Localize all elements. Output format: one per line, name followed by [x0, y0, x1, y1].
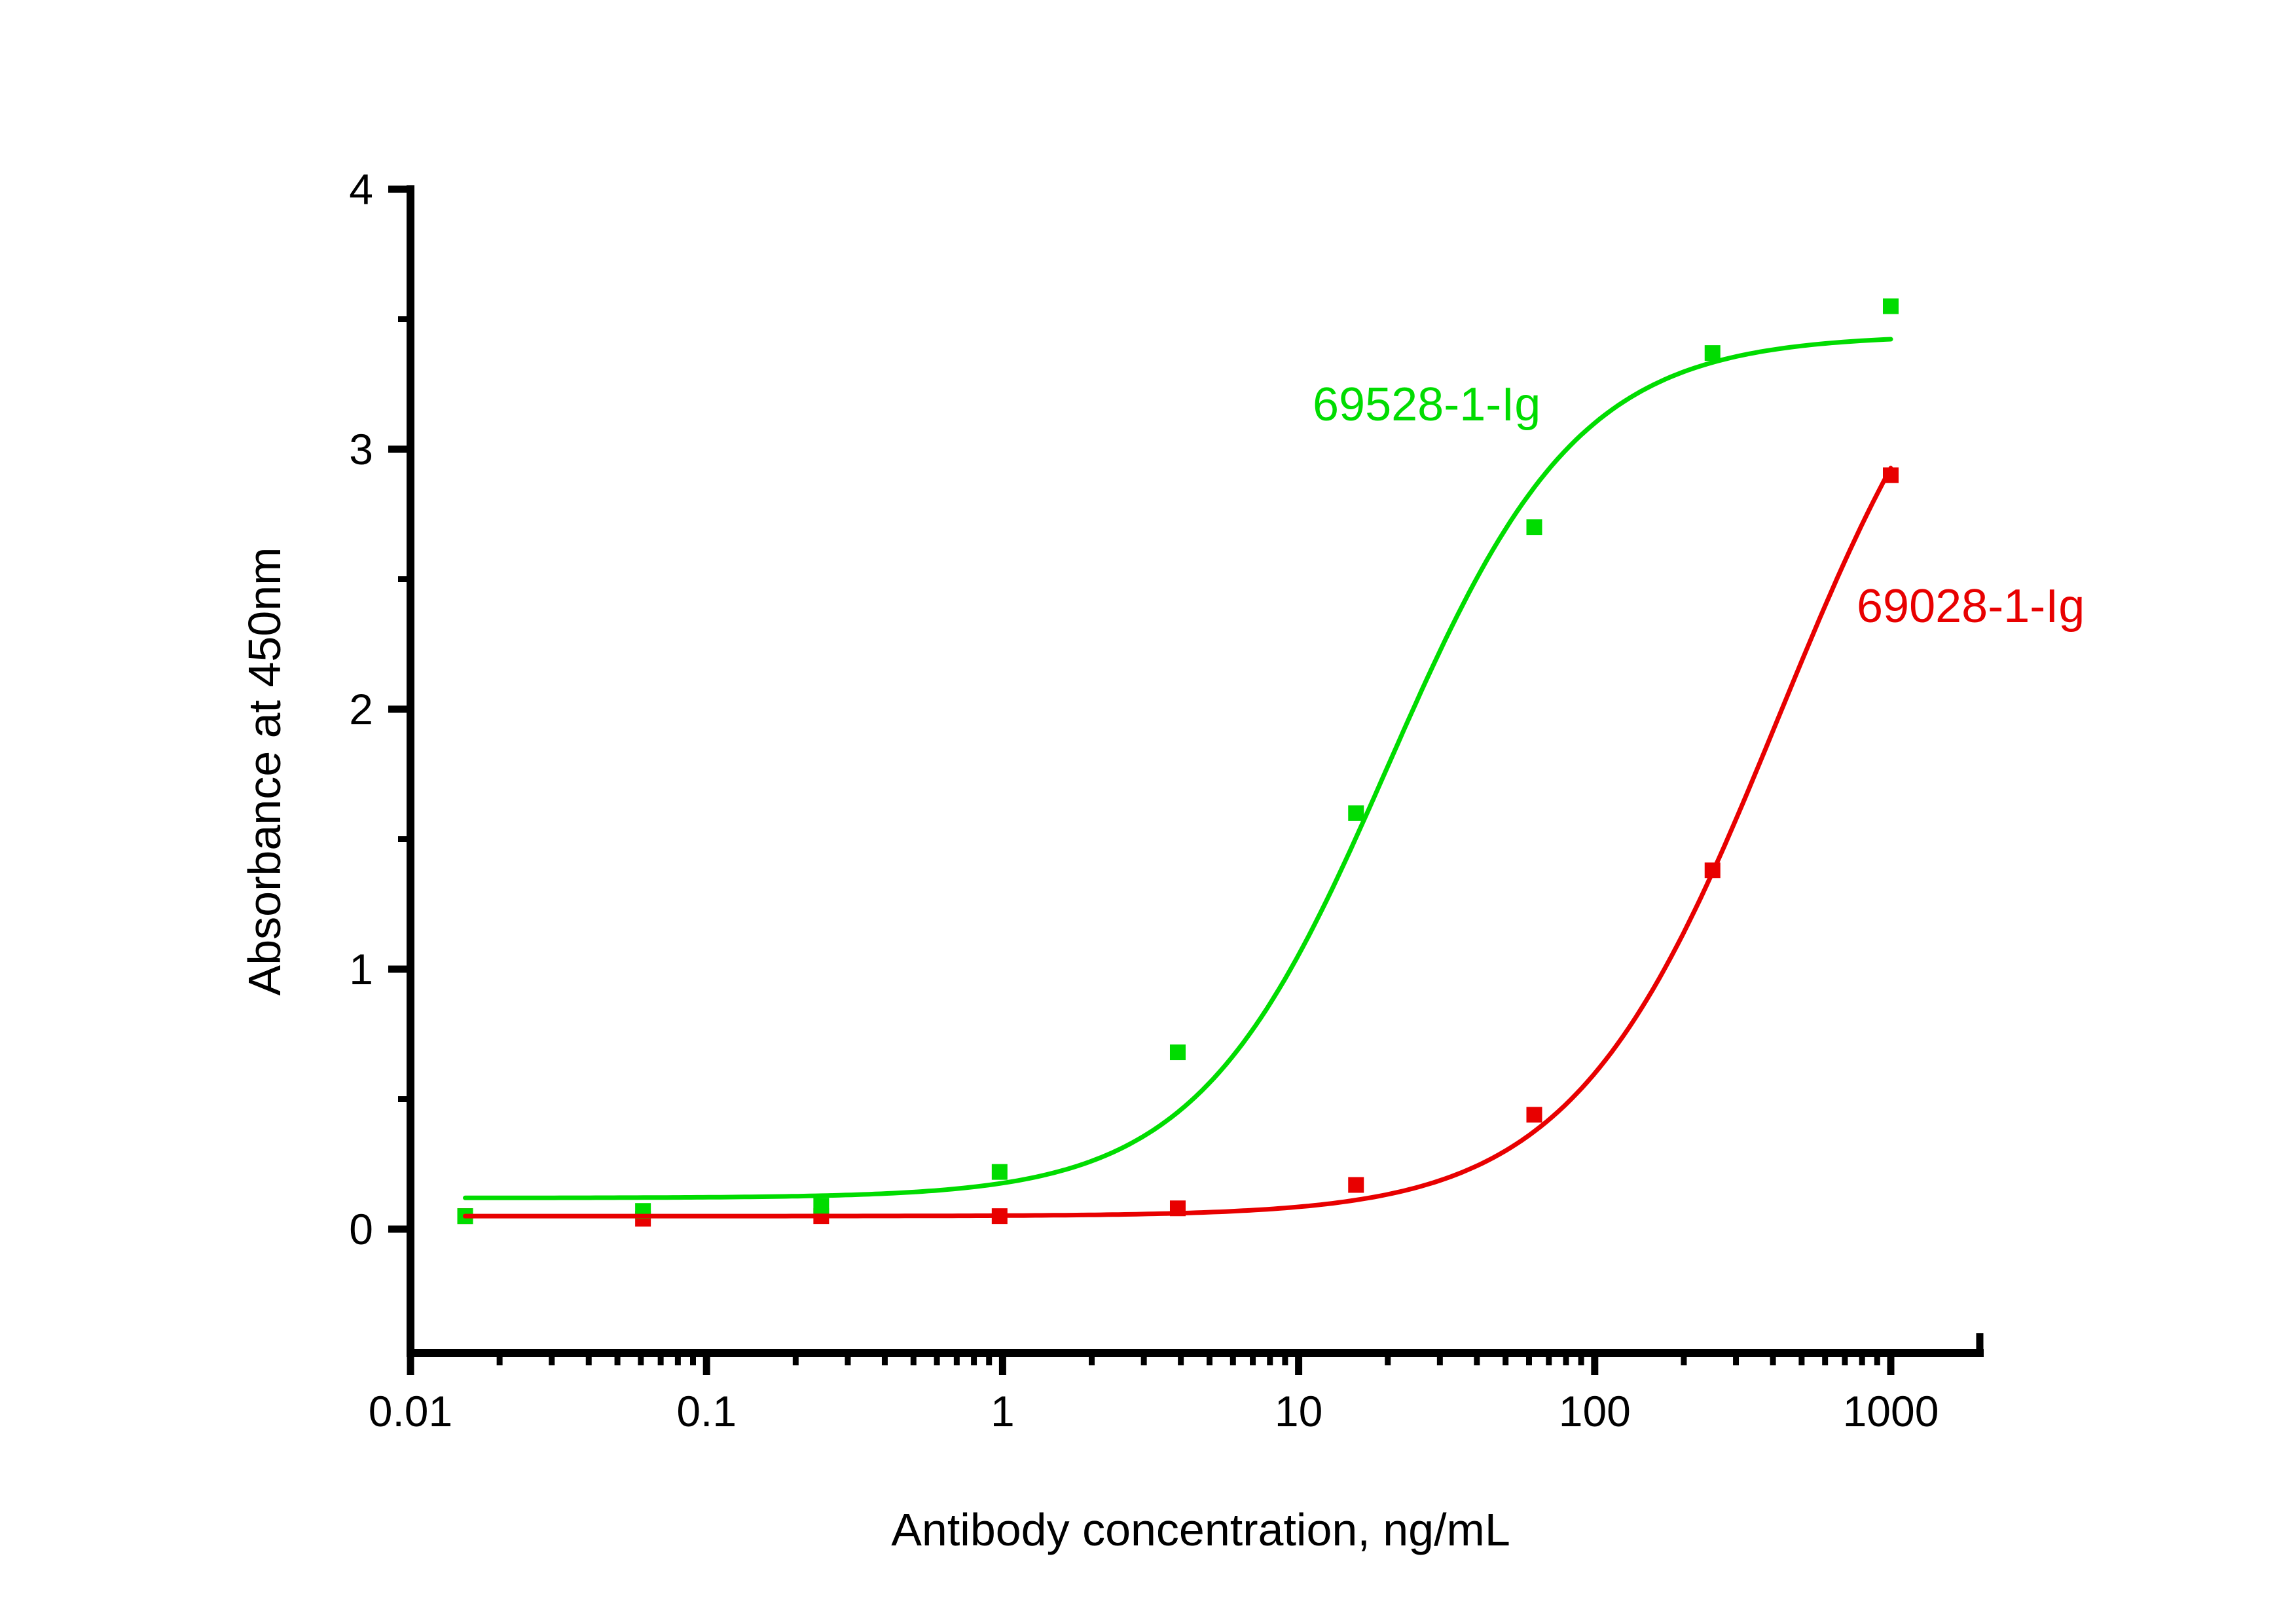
x-tick-label: 0.1: [676, 1387, 737, 1435]
y-tick-label: 2: [349, 685, 373, 733]
axes-layer: 0 1 2 3 4 0.01 0.1 1 10 100 1000: [349, 165, 1984, 1435]
data-point-69528-1-Ig: [1348, 805, 1364, 821]
y-tick-label: 1: [349, 945, 373, 993]
y-axis-title: Absorbance at 450nm: [239, 547, 290, 996]
x-axis-title: Antibody concentration, ng/mL: [891, 1504, 1510, 1555]
y-tick-label: 3: [349, 425, 373, 473]
data-point-69528-1-Ig: [1883, 298, 1899, 314]
series-label-69528-1-Ig: 69528-1-Ig: [1313, 378, 1540, 431]
x-tick-label: 10: [1275, 1387, 1322, 1435]
data-point-69028-1-Ig: [1348, 1177, 1364, 1193]
series-label-69028-1-Ig: 69028-1-Ig: [1857, 580, 2085, 633]
data-point-69528-1-Ig: [1169, 1044, 1186, 1061]
x-tick-label: 1000: [1843, 1387, 1939, 1435]
fit-curve-69528-1-Ig: [463, 337, 1893, 1200]
data-point-69028-1-Ig: [1526, 1107, 1542, 1123]
series-layer: [457, 298, 1899, 1227]
data-point-69528-1-Ig: [813, 1198, 829, 1214]
y-tick-label: 4: [349, 165, 373, 213]
x-tick-label: 1: [991, 1387, 1015, 1435]
fit-curve-69028-1-Ig: [463, 466, 1893, 1219]
data-point-69528-1-Ig: [1526, 519, 1542, 536]
data-point-69528-1-Ig: [991, 1164, 1008, 1180]
y-tick-label: 0: [349, 1205, 373, 1253]
x-tick-label: 100: [1559, 1387, 1631, 1435]
x-tick-label: 0.01: [369, 1387, 452, 1435]
data-point-69528-1-Ig: [1704, 345, 1721, 361]
